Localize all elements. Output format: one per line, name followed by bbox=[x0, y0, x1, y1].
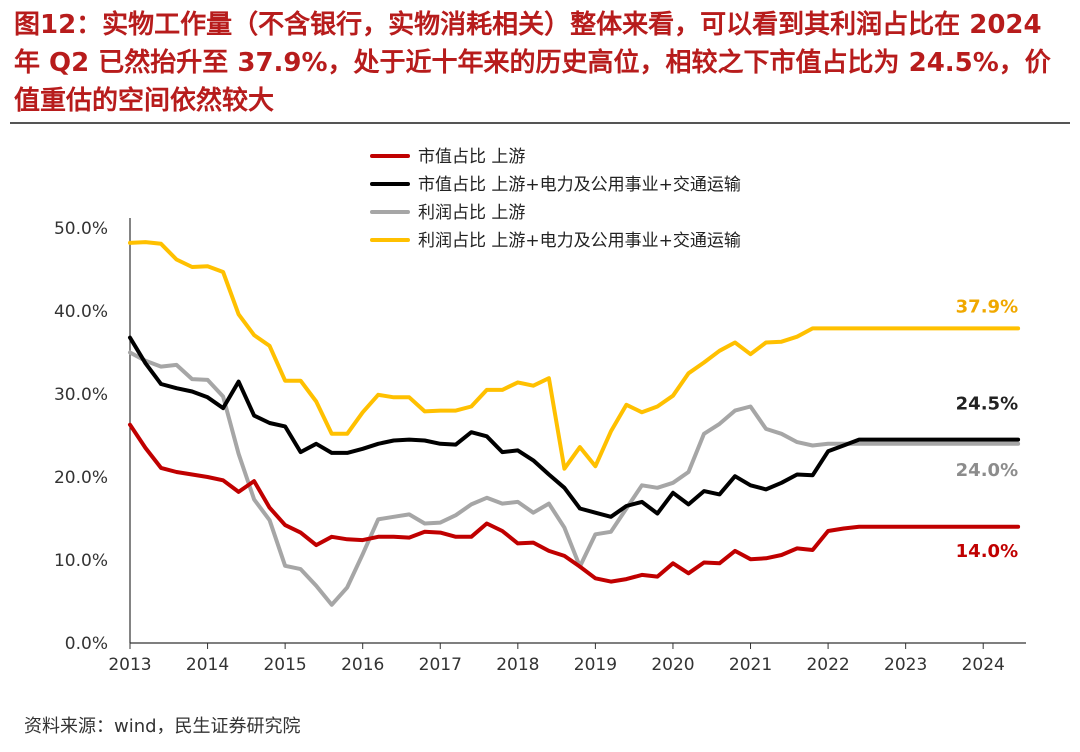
y-tick-label: 0.0% bbox=[65, 634, 108, 654]
series-layer bbox=[128, 240, 1021, 607]
end-label-1: 14.0% bbox=[956, 541, 1018, 562]
end-labels: 14.0% 24.5% 24.0% 37.9% bbox=[956, 296, 1018, 561]
x-tick-label: 2014 bbox=[186, 655, 229, 675]
x-tick-label: 2017 bbox=[419, 655, 462, 675]
x-tick-label: 2016 bbox=[341, 655, 384, 675]
x-tick-label: 2023 bbox=[884, 655, 927, 675]
legend-label-2: 市值占比 上游+电力及公用事业+交通运输 bbox=[418, 175, 741, 195]
end-label-3: 24.0% bbox=[956, 460, 1018, 481]
end-label-2: 24.5% bbox=[956, 394, 1018, 415]
x-tick-label: 2018 bbox=[496, 655, 539, 675]
x-tick-label: 2022 bbox=[806, 655, 849, 675]
end-label-4: 37.9% bbox=[956, 296, 1018, 317]
legend-label-1: 市值占比 上游 bbox=[418, 147, 525, 167]
y-tick-label: 10.0% bbox=[54, 551, 108, 571]
x-tick-label: 2024 bbox=[962, 655, 1005, 675]
x-tick-label: 2013 bbox=[108, 655, 151, 675]
series-line-2 bbox=[128, 335, 1021, 519]
series-line-4 bbox=[128, 240, 1021, 471]
x-tick-label: 2019 bbox=[574, 655, 617, 675]
legend-label-4: 利润占比 上游+电力及公用事业+交通运输 bbox=[418, 231, 741, 251]
y-axis: 0.0% 10.0% 20.0% 30.0% 40.0% 50.0% bbox=[54, 218, 131, 654]
title-divider bbox=[10, 122, 1070, 124]
y-tick-label: 30.0% bbox=[54, 385, 108, 405]
x-tick-label: 2021 bbox=[729, 655, 772, 675]
series-line-3 bbox=[128, 350, 1021, 607]
series-line-1 bbox=[128, 422, 1021, 584]
x-tick-label: 2015 bbox=[263, 655, 306, 675]
legend-label-3: 利润占比 上游 bbox=[418, 203, 525, 223]
x-axis: 2013 2014 2015 2016 2017 2018 2019 2020 2021 2022… bbox=[108, 642, 1026, 675]
x-tick-label: 2020 bbox=[651, 655, 694, 675]
y-tick-label: 20.0% bbox=[54, 468, 108, 488]
chart-title: 图12：实物工作量（不含银行，实物消耗相关）整体来看，可以看到其利润占比在 20… bbox=[14, 10, 1051, 116]
source-note: 资料来源：wind，民生证券研究院 bbox=[24, 716, 301, 737]
y-tick-label: 40.0% bbox=[54, 302, 108, 322]
y-tick-label: 50.0% bbox=[54, 219, 108, 239]
